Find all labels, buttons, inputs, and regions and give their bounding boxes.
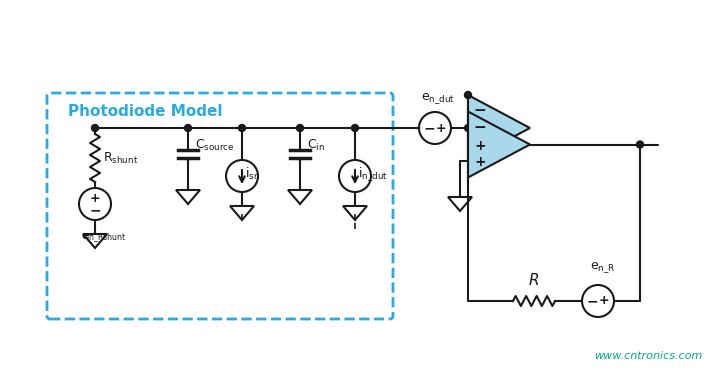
Text: e$_{\mathsf{n\_R}}$: e$_{\mathsf{n\_R}}$ bbox=[590, 260, 616, 275]
Text: R$_{\mathsf{shunt}}$: R$_{\mathsf{shunt}}$ bbox=[103, 150, 138, 165]
Circle shape bbox=[637, 141, 643, 148]
Text: −: − bbox=[473, 103, 486, 118]
Text: +: + bbox=[474, 155, 486, 169]
Circle shape bbox=[465, 124, 471, 132]
Circle shape bbox=[239, 124, 245, 132]
Circle shape bbox=[351, 124, 359, 132]
Polygon shape bbox=[468, 112, 530, 177]
Text: Photodiode Model: Photodiode Model bbox=[68, 104, 222, 119]
Circle shape bbox=[184, 124, 192, 132]
Text: +: + bbox=[436, 121, 446, 135]
Text: +: + bbox=[90, 191, 100, 205]
Text: www.cntronics.com: www.cntronics.com bbox=[594, 351, 702, 361]
Text: e$_{\mathsf{n\_dut}}$: e$_{\mathsf{n\_dut}}$ bbox=[421, 91, 455, 106]
Text: R: R bbox=[529, 273, 539, 288]
Text: i$_{\mathsf{n\_dut}}$: i$_{\mathsf{n\_dut}}$ bbox=[358, 165, 388, 183]
Text: C$_{\mathsf{source}}$: C$_{\mathsf{source}}$ bbox=[195, 138, 234, 153]
Text: C$_{\mathsf{in}}$: C$_{\mathsf{in}}$ bbox=[307, 138, 325, 153]
Circle shape bbox=[465, 91, 471, 99]
Text: $\mathbf{e}$$_{\mathsf{n\_Rshunt}}$: $\mathbf{e}$$_{\mathsf{n\_Rshunt}}$ bbox=[81, 232, 126, 246]
Polygon shape bbox=[468, 95, 530, 161]
Circle shape bbox=[296, 124, 303, 132]
Text: −: − bbox=[423, 121, 435, 135]
Text: i$_{\mathsf{sn}}$: i$_{\mathsf{sn}}$ bbox=[245, 166, 260, 182]
Text: −: − bbox=[89, 203, 101, 217]
Text: +: + bbox=[599, 294, 609, 308]
Text: +: + bbox=[474, 138, 486, 153]
Text: −: − bbox=[586, 294, 597, 308]
Text: −: − bbox=[473, 120, 486, 135]
Circle shape bbox=[91, 124, 99, 132]
